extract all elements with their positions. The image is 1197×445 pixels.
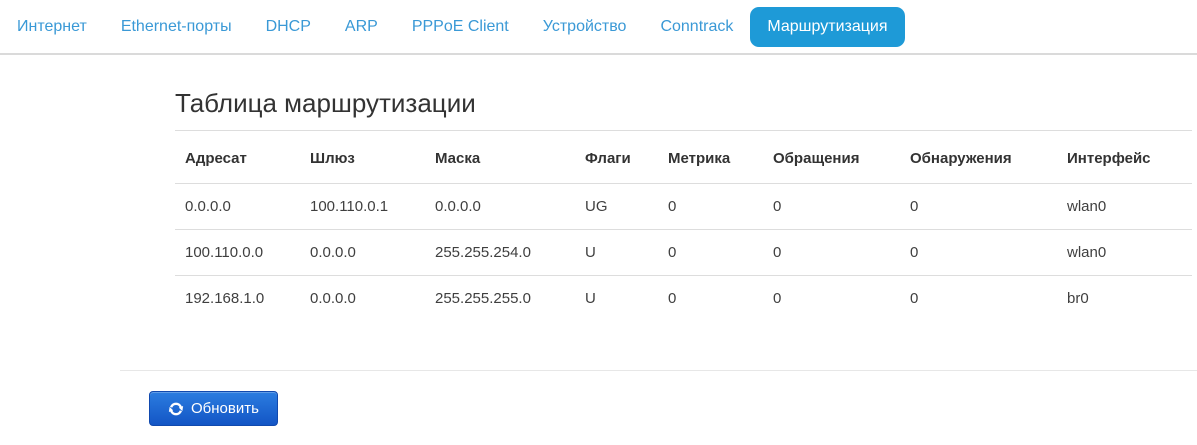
table-cell: 0 (763, 183, 900, 230)
table-cell: UG (575, 183, 658, 230)
table-cell: 0.0.0.0 (425, 183, 575, 230)
table-row: 192.168.1.0 0.0.0.0 255.255.255.0 U 0 0 … (175, 276, 1192, 322)
divider (120, 370, 1197, 371)
table-cell: 0.0.0.0 (300, 229, 425, 276)
table-cell: 192.168.1.0 (185, 290, 265, 307)
table-cell: 0.0.0.0 (310, 290, 356, 307)
col-header-destination: Адресат (175, 130, 300, 184)
top-tab-bar: Интернет Ethernet-порты DHCP ARP PPPoE C… (0, 0, 1197, 55)
tab-routing[interactable]: Маршрутизация (750, 6, 905, 47)
refresh-icon (168, 401, 184, 417)
table-cell: 0 (668, 290, 677, 307)
col-header-use: Обнаружения (900, 130, 1057, 184)
table-cell: 0 (763, 229, 900, 276)
table-cell: 100.110.0.1 (300, 183, 425, 230)
page-title: Таблица маршрутизации (175, 88, 476, 118)
col-header-interface: Интерфейс (1057, 130, 1192, 184)
table-header-row: Адресат Шлюз Маска Флаги Метрика Обращен… (175, 130, 1192, 184)
col-header-flags: Флаги (575, 130, 658, 184)
table-cell: 255.255.254.0 (425, 229, 575, 276)
tab-device[interactable]: Устройство (542, 17, 627, 35)
tab-conntrack[interactable]: Conntrack (660, 17, 734, 35)
tab-dhcp[interactable]: DHCP (265, 17, 311, 35)
table-cell: 100.110.0.0 (175, 229, 300, 276)
table-cell: wlan0 (1057, 229, 1192, 276)
table-cell: U (575, 229, 658, 276)
table-cell: wlan0 (1057, 183, 1192, 230)
table-cell: 0 (658, 183, 763, 230)
table-cell: 0 (773, 290, 782, 307)
col-header-ref: Обращения (763, 130, 900, 184)
table-cell: 255.255.255.0 (435, 290, 531, 307)
table-row: 0.0.0.0 100.110.0.1 0.0.0.0 UG 0 0 0 wla… (175, 183, 1192, 230)
table-cell: br0 (1067, 290, 1089, 307)
table-cell: U (585, 290, 596, 307)
routing-table: Адресат Шлюз Маска Флаги Метрика Обращен… (175, 130, 1192, 321)
refresh-button-label: Обновить (191, 400, 259, 417)
tab-internet[interactable]: Интернет (17, 17, 87, 35)
tab-ethernet-ports[interactable]: Ethernet-порты (120, 17, 232, 35)
table-row: 100.110.0.0 0.0.0.0 255.255.254.0 U 0 0 … (175, 229, 1192, 276)
table-cell: 0 (900, 229, 1057, 276)
tab-arp[interactable]: ARP (344, 17, 378, 35)
table-cell: 0 (658, 229, 763, 276)
col-header-gateway: Шлюз (300, 130, 425, 184)
col-header-metric: Метрика (658, 130, 763, 184)
refresh-button[interactable]: Обновить (149, 391, 278, 426)
table-cell: 0.0.0.0 (175, 183, 300, 230)
table-cell: 0 (900, 183, 1057, 230)
table-cell: 0 (910, 290, 919, 307)
tab-pppoe-client[interactable]: PPPoE Client (411, 17, 509, 35)
col-header-mask: Маска (425, 130, 575, 184)
